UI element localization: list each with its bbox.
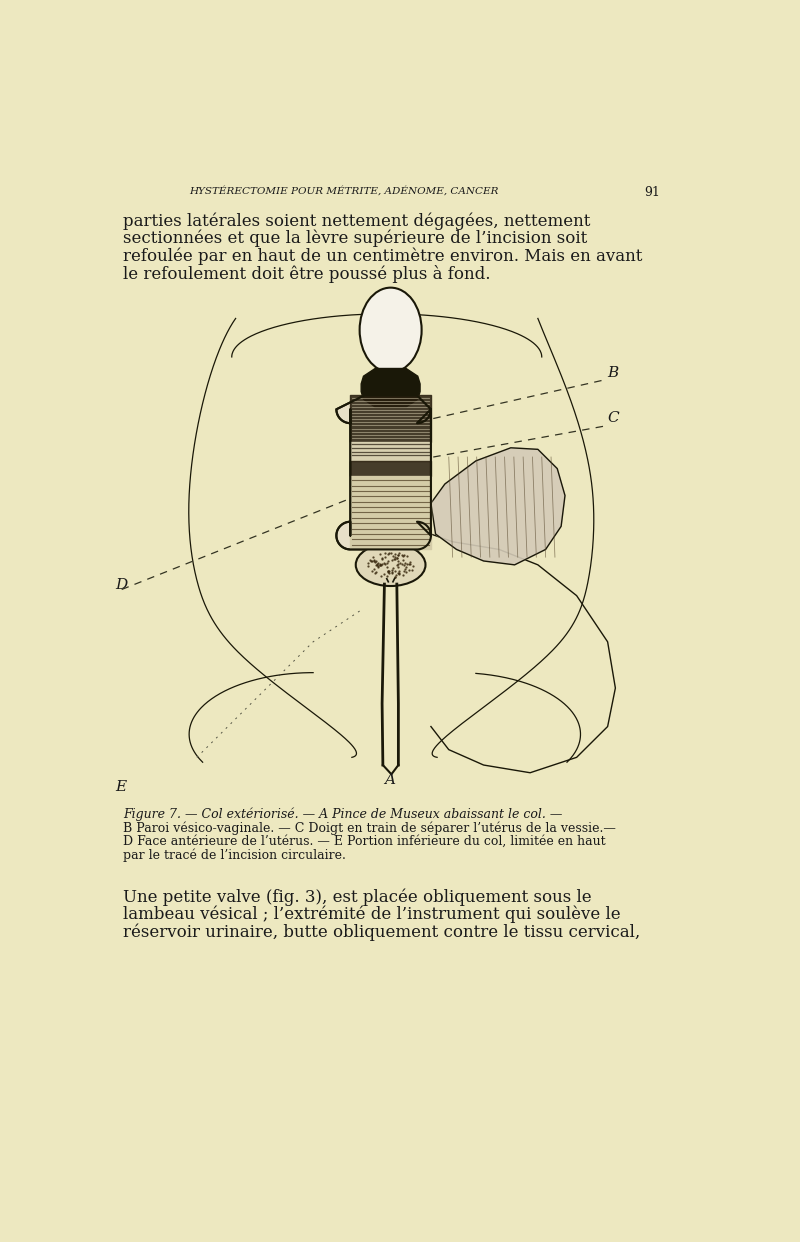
Text: parties latérales soient nettement dégagées, nettement: parties latérales soient nettement dégag…: [123, 212, 590, 230]
Text: D: D: [115, 579, 128, 592]
Ellipse shape: [360, 288, 422, 373]
Polygon shape: [336, 395, 431, 549]
Polygon shape: [361, 369, 420, 407]
Text: sectionnées et que la lèvre supérieure de l’incision soit: sectionnées et que la lèvre supérieure d…: [123, 230, 587, 247]
Text: Une petite valve (fig. 3), est placée obliquement sous le: Une petite valve (fig. 3), est placée ob…: [123, 888, 592, 905]
Text: A: A: [385, 774, 395, 787]
Text: 91: 91: [644, 186, 660, 199]
Text: B: B: [608, 366, 619, 380]
Polygon shape: [431, 448, 565, 565]
Text: C: C: [608, 411, 619, 426]
Text: HYSTÉRECTOMIE POUR MÉTRITE, ADÉNOME, CANCER: HYSTÉRECTOMIE POUR MÉTRITE, ADÉNOME, CAN…: [189, 186, 498, 196]
Text: le refoulement doit être poussé plus à fond.: le refoulement doit être poussé plus à f…: [123, 266, 490, 283]
Text: lambeau vésical ; l’extrémité de l’instrument qui soulève le: lambeau vésical ; l’extrémité de l’instr…: [123, 905, 621, 924]
Text: réservoir urinaire, butte obliquement contre le tissu cervical,: réservoir urinaire, butte obliquement co…: [123, 924, 641, 941]
Ellipse shape: [356, 544, 426, 586]
Text: refoulée par en haut de un centimètre environ. Mais en avant: refoulée par en haut de un centimètre en…: [123, 247, 642, 265]
Text: D Face antérieure de l’utérus. — E Portion inférieure du col, limitée en haut: D Face antérieure de l’utérus. — E Porti…: [123, 835, 606, 848]
Text: E: E: [115, 780, 126, 794]
Text: B Paroi vésico-vaginale. — C Doigt en train de séparer l’utérus de la vessie.—: B Paroi vésico-vaginale. — C Doigt en tr…: [123, 821, 616, 835]
Text: Figure 7. — Col extériorisé. — A Pince de Museux abaissant le col. —: Figure 7. — Col extériorisé. — A Pince d…: [123, 807, 562, 821]
Text: par le tracé de l’incision circulaire.: par le tracé de l’incision circulaire.: [123, 850, 346, 862]
